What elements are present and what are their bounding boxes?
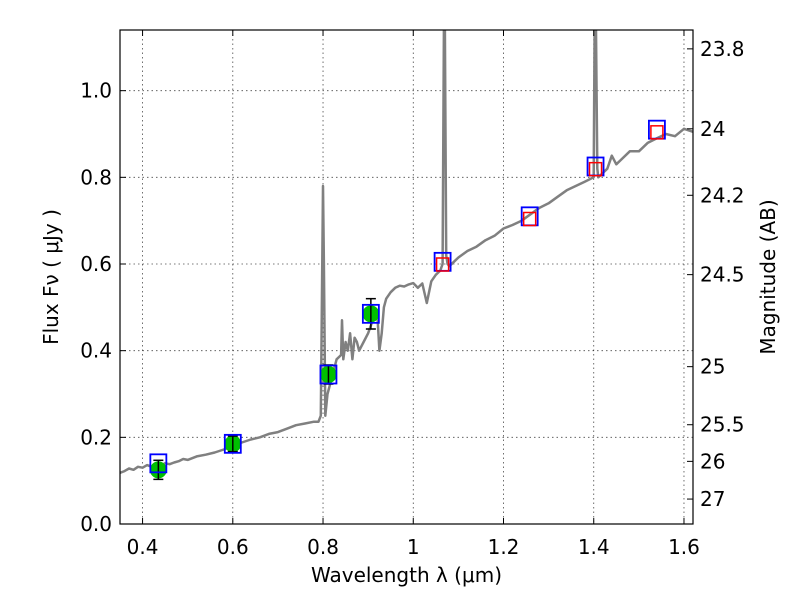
magnitude-tick-label: 24 bbox=[700, 117, 725, 141]
magnitude-axis-label: Magnitude (AB) bbox=[756, 199, 780, 354]
y-tick-label: 0.0 bbox=[80, 512, 112, 536]
x-tick-label: 0.6 bbox=[217, 535, 249, 559]
model-square-blue bbox=[149, 453, 168, 474]
y-axis-label: Flux Fν ( μJy ) bbox=[39, 209, 63, 345]
x-tick-label: 0.4 bbox=[127, 535, 159, 559]
magnitude-tick-label: 27 bbox=[700, 487, 725, 511]
magnitude-tick-label: 24.5 bbox=[700, 263, 745, 287]
model-square-red bbox=[435, 257, 450, 272]
x-tick-label: 0.8 bbox=[307, 535, 339, 559]
model-square-blue bbox=[223, 433, 242, 454]
spectrum-line bbox=[120, 30, 693, 475]
plot-frame bbox=[119, 29, 694, 525]
magnitude-tick-label: 25 bbox=[700, 355, 725, 379]
spectrum-layer bbox=[120, 30, 693, 475]
ticks: 0.4 0.6 0.8 1 1.2 1.4 1.6 0.0 0.2 0.4 0.6 0.8 1.0 23.… bbox=[80, 30, 745, 559]
points-layer bbox=[149, 119, 666, 481]
y-tick-label: 1.0 bbox=[80, 79, 112, 103]
magnitude-tick-label: 25.5 bbox=[700, 413, 745, 437]
model-square-red bbox=[522, 211, 537, 227]
x-tick-label: 1.4 bbox=[578, 535, 610, 559]
model-square-red bbox=[650, 125, 664, 140]
model-square-blue bbox=[361, 303, 380, 324]
magnitude-tick-label: 23.8 bbox=[700, 37, 745, 61]
x-axis-label: Wavelength λ (μm) bbox=[311, 563, 502, 587]
y-tick-label: 0.6 bbox=[80, 252, 112, 276]
y-tick-label: 0.4 bbox=[80, 339, 112, 363]
x-tick-label: 1.6 bbox=[668, 535, 700, 559]
model-square-red bbox=[588, 161, 603, 177]
x-tick-label: 1.2 bbox=[488, 535, 520, 559]
magnitude-tick-label: 24.2 bbox=[700, 183, 745, 207]
magnitude-tick-label: 26 bbox=[700, 449, 725, 473]
y-tick-label: 0.2 bbox=[80, 425, 112, 449]
x-tick-label: 1 bbox=[407, 535, 420, 559]
y-tick-label: 0.8 bbox=[80, 165, 112, 189]
model-square-blue bbox=[319, 364, 338, 385]
